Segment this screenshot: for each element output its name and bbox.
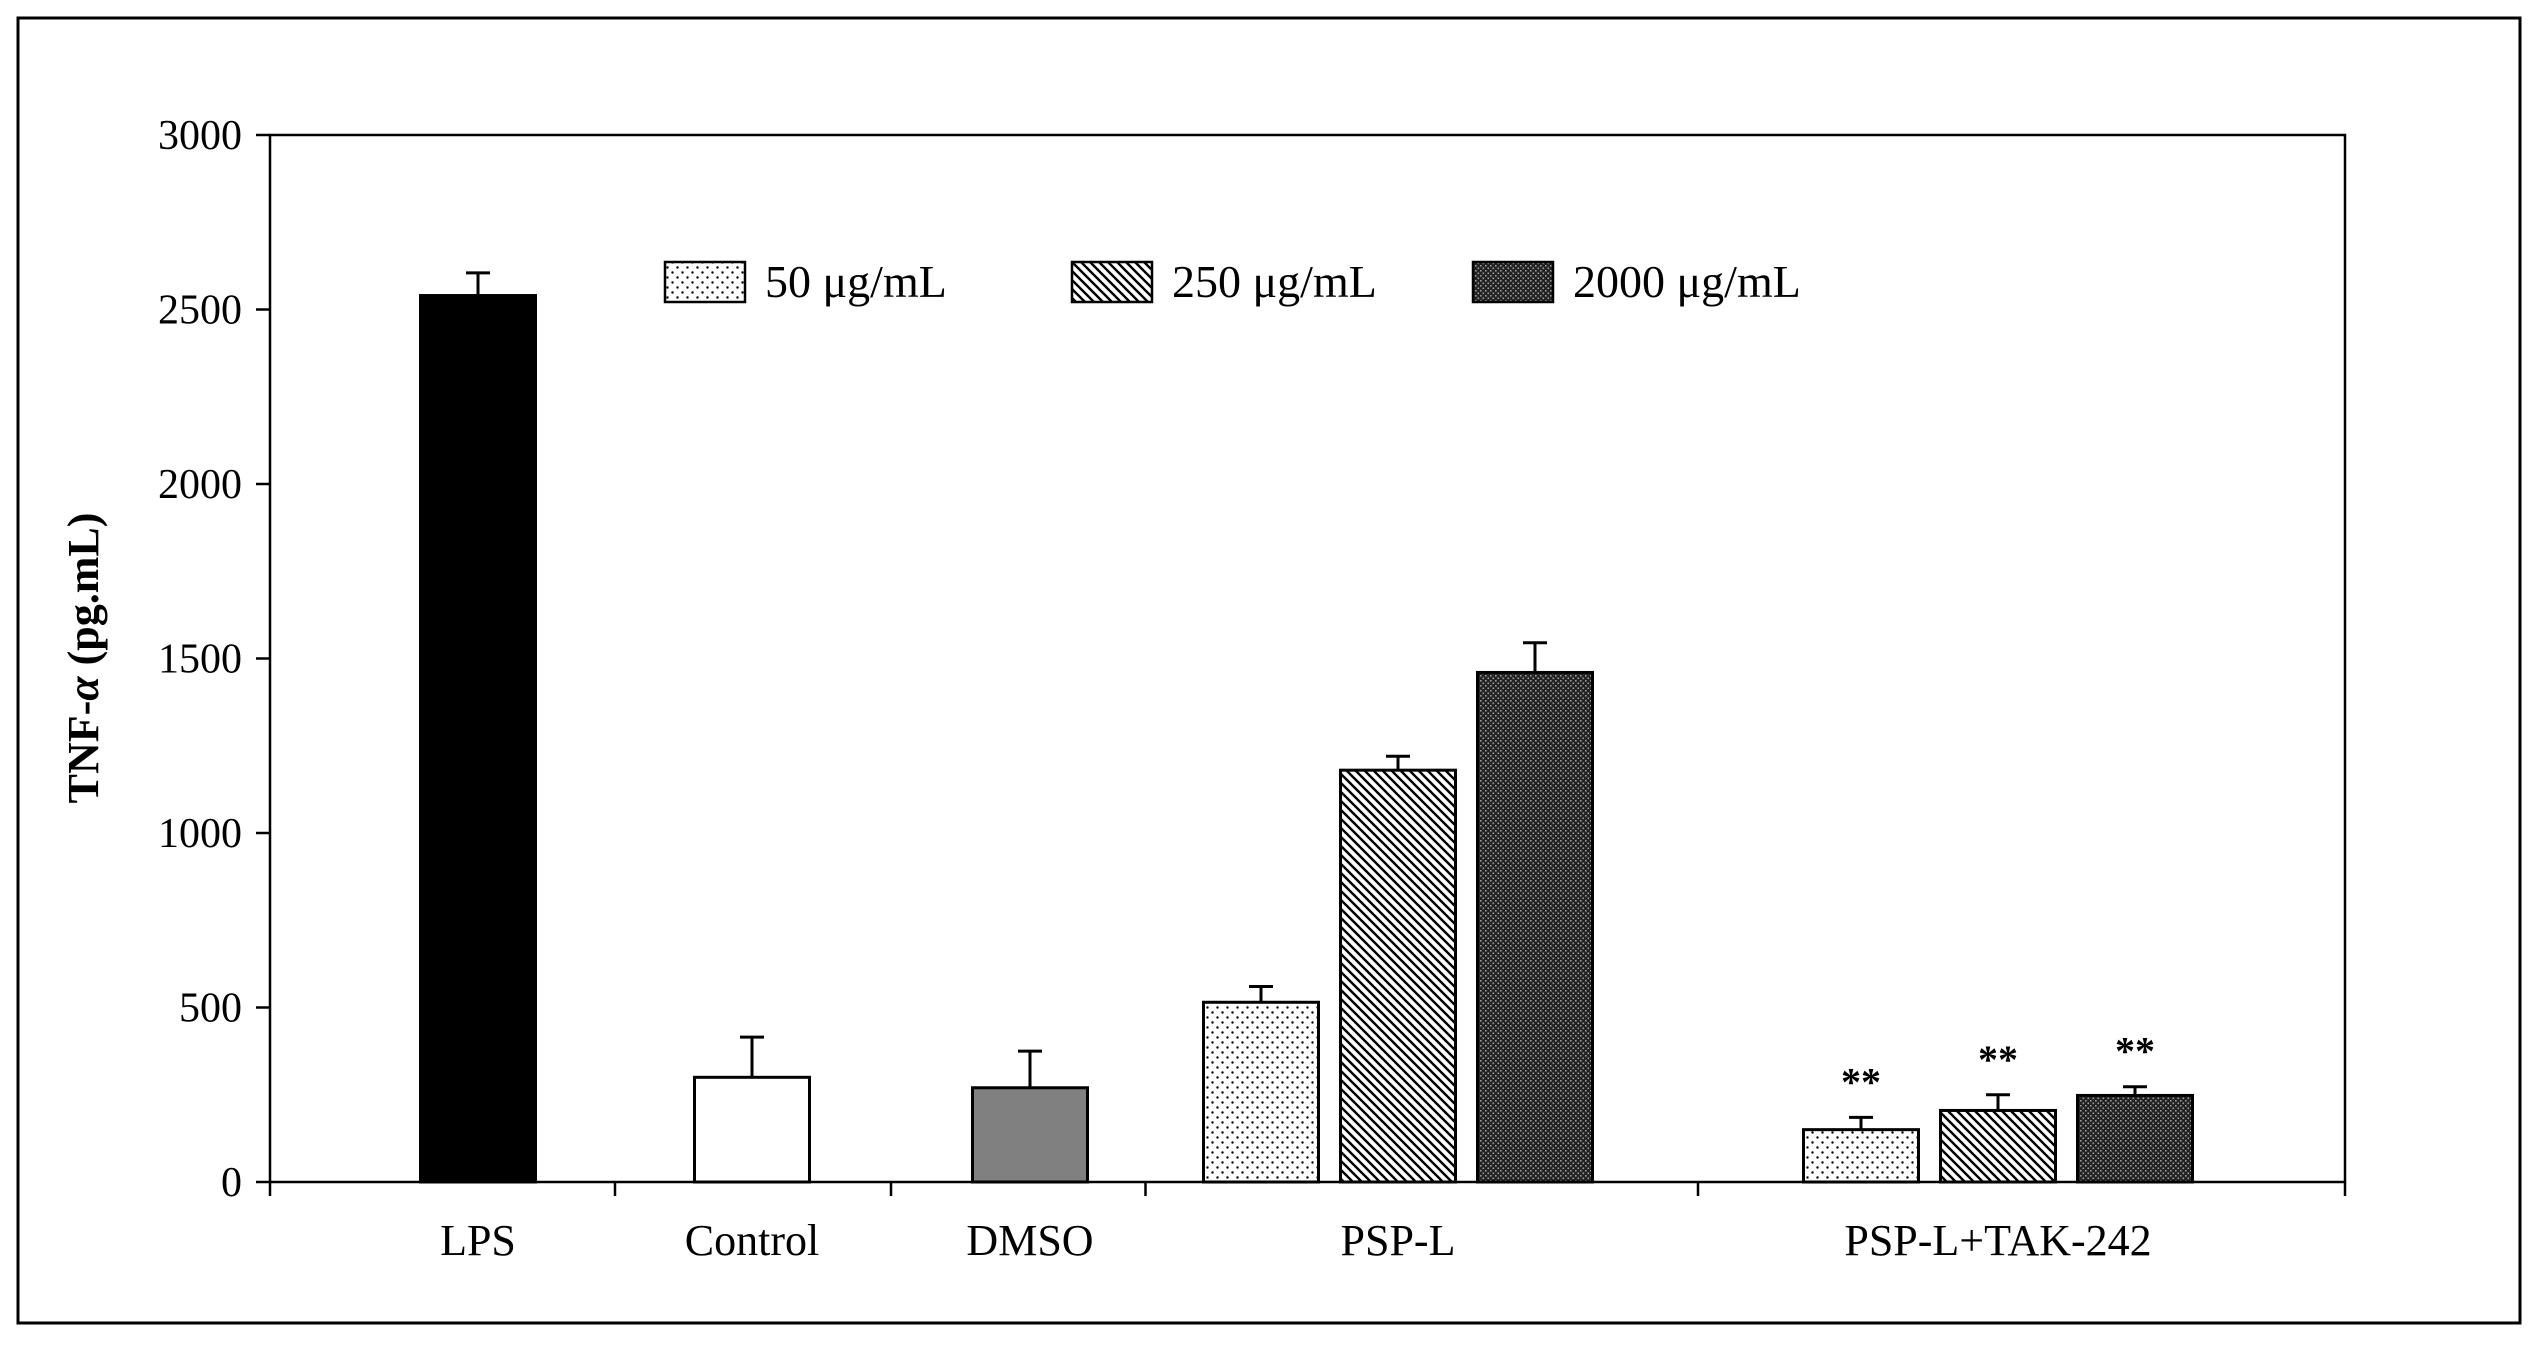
bar: [1202, 1000, 1320, 1184]
x-category-label: LPS: [440, 1216, 516, 1265]
bar: [419, 294, 537, 1184]
y-tick-label: 0: [221, 1160, 242, 1206]
y-tick-label: 3000: [158, 113, 242, 159]
bar: [971, 1086, 1089, 1184]
legend: 50 μg/mL 250 μg/mL 2000 μg/mL: [663, 256, 1801, 307]
legend-swatch: [1070, 260, 1154, 304]
bar: [693, 1075, 811, 1184]
y-tick-label: 2500: [158, 288, 242, 334]
significance-marker: **: [1841, 1059, 1881, 1104]
y-tick-label: 1000: [158, 811, 242, 857]
x-axis: LPS Control DMSO PSP-L PSP-L+TAK-242: [268, 1182, 2347, 1265]
legend-label: 250 μg/mL: [1172, 256, 1377, 307]
legend-label: 50 μg/mL: [765, 256, 947, 307]
bar: [1476, 670, 1594, 1184]
bar-series: ** ** **: [419, 271, 2194, 1184]
y-tick-label: 500: [179, 986, 242, 1032]
legend-label: 2000 μg/mL: [1573, 256, 1801, 307]
y-axis: 0 500 1000 1500 2000 2500 3000: [158, 113, 270, 1206]
bar: [1802, 1128, 1920, 1184]
y-tick-label: 1500: [158, 637, 242, 683]
significance-marker: **: [1978, 1037, 2018, 1082]
legend-swatch: [1471, 260, 1555, 304]
bar: [1339, 768, 1457, 1184]
x-category-label: PSP-L: [1341, 1216, 1456, 1265]
x-category-label: Control: [685, 1216, 819, 1265]
x-category-label: PSP-L+TAK-242: [1844, 1216, 2151, 1265]
x-category-label: DMSO: [966, 1216, 1093, 1265]
y-tick-label: 2000: [158, 462, 242, 508]
significance-marker: **: [2115, 1029, 2155, 1074]
y-axis-label: TNF-α (pg.mL): [59, 513, 108, 804]
legend-swatch: [663, 260, 747, 304]
bar: [1939, 1108, 2057, 1184]
bar: [2076, 1093, 2194, 1184]
